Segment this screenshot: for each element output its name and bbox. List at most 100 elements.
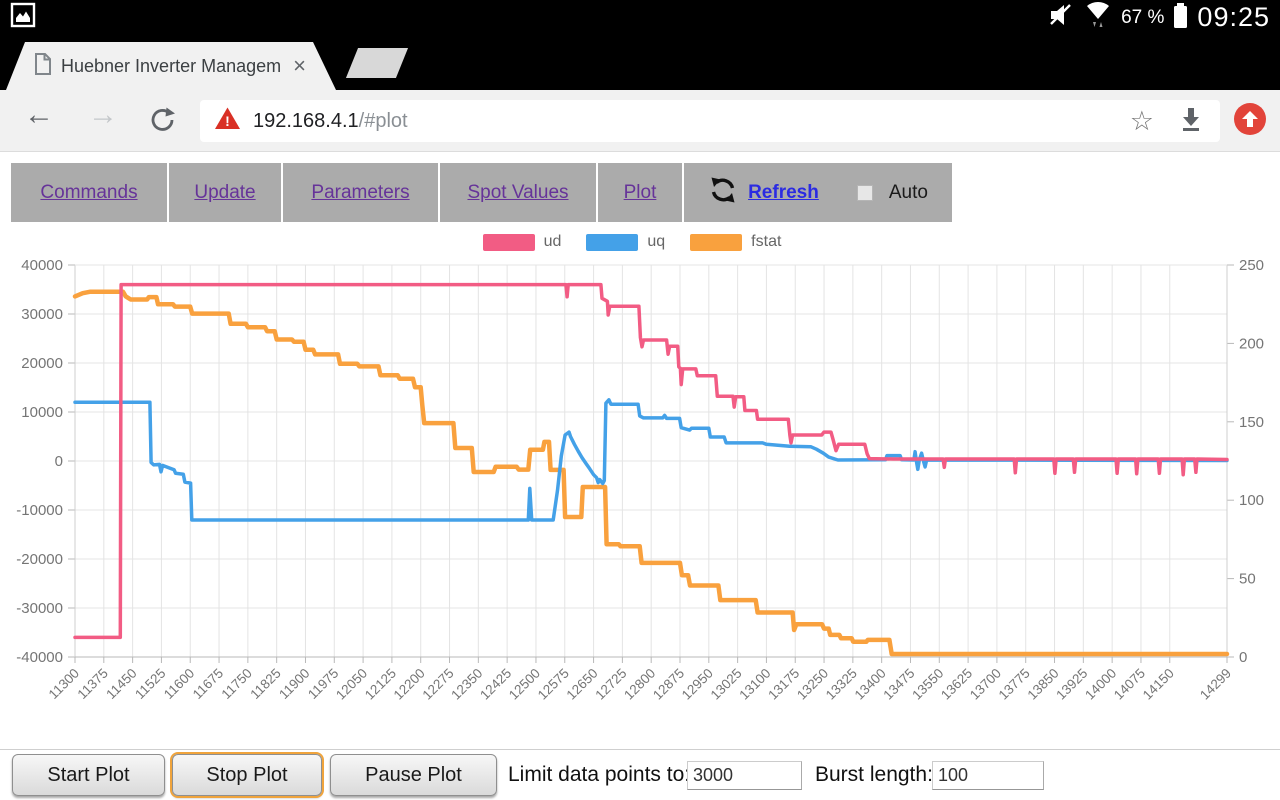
- x-axis-tick-label: 11525: [132, 666, 168, 702]
- battery-icon: [1173, 2, 1188, 33]
- spot-values-link[interactable]: Spot Values: [467, 181, 569, 203]
- nav-item-plot[interactable]: Plot: [598, 163, 682, 222]
- svg-text:!: !: [225, 113, 230, 129]
- x-axis-tick-label: 14150: [1140, 666, 1177, 703]
- right-axis-tick-label: 0: [1239, 649, 1247, 666]
- url-host: 192.168.4.1: [253, 109, 359, 132]
- nav-item-parameters[interactable]: Parameters: [283, 163, 438, 222]
- auto-checkbox[interactable]: [856, 184, 873, 201]
- volume-muted-icon: [1049, 3, 1075, 32]
- x-axis-tick-label: 14000: [1082, 666, 1119, 703]
- start-plot-button[interactable]: Start Plot: [12, 754, 165, 796]
- plot-link[interactable]: Plot: [623, 181, 657, 203]
- x-axis-tick-label: 12200: [391, 666, 428, 703]
- right-axis-tick-label: 100: [1239, 492, 1264, 509]
- stop-plot-button[interactable]: Stop Plot: [172, 754, 322, 796]
- limit-input[interactable]: [687, 761, 802, 790]
- x-axis-tick-label: 11375: [74, 666, 110, 702]
- x-axis-tick-label: 13400: [852, 666, 889, 703]
- nav-refresh-cell: Refresh Auto: [684, 163, 952, 222]
- download-icon[interactable]: [1180, 107, 1202, 136]
- x-axis-tick-label: 13625: [938, 666, 975, 703]
- x-axis-tick-label: 12050: [333, 666, 370, 703]
- left-axis-tick-label: 20000: [21, 355, 63, 372]
- x-axis-tick-label: 11900: [276, 666, 312, 702]
- x-axis-tick-label: 11300: [46, 666, 82, 702]
- x-axis-tick-label: 13025: [708, 666, 745, 703]
- x-axis-tick-label: 11975: [305, 666, 341, 702]
- legend-label-ud: ud: [543, 233, 562, 250]
- x-axis-tick-label: 13775: [996, 666, 1033, 703]
- back-icon[interactable]: ←: [24, 98, 54, 131]
- burst-label: Burst length:: [815, 763, 933, 786]
- update-link[interactable]: Update: [194, 181, 256, 203]
- right-axis-tick-label: 250: [1239, 257, 1264, 274]
- x-axis-tick-label: 11750: [219, 666, 255, 702]
- left-axis-tick-label: -10000: [16, 502, 63, 519]
- burst-input[interactable]: [932, 761, 1044, 790]
- parameters-link[interactable]: Parameters: [311, 181, 410, 203]
- page-icon: [34, 53, 51, 80]
- bookmark-star-icon[interactable]: ☆: [1129, 105, 1154, 136]
- tab-strip: Huebner Inverter Managem ×: [0, 35, 1280, 90]
- left-axis-tick-label: 10000: [21, 404, 63, 421]
- right-axis-tick-label: 150: [1239, 414, 1264, 431]
- nav-item-spot-values[interactable]: Spot Values: [440, 163, 596, 222]
- x-axis-tick-label: 13475: [880, 666, 917, 703]
- x-axis-tick-label: 13250: [794, 666, 831, 703]
- legend-label-fstat: fstat: [751, 233, 782, 250]
- tab-close-icon[interactable]: ×: [293, 53, 306, 78]
- refresh-icon[interactable]: [708, 175, 738, 210]
- series-line-uq: [73, 398, 1229, 522]
- x-axis-tick-label: 13550: [909, 666, 946, 703]
- battery-percent: 67 %: [1121, 6, 1165, 28]
- app-nav-bar: Commands Update Parameters Spot Values P…: [11, 163, 952, 222]
- right-axis-tick-label: 50: [1239, 571, 1256, 588]
- x-axis-tick-label: 12425: [477, 666, 514, 703]
- nav-item-update[interactable]: Update: [169, 163, 281, 222]
- legend-swatch-uq: [586, 233, 639, 251]
- commands-link[interactable]: Commands: [40, 181, 138, 203]
- right-axis-tick-label: 200: [1239, 335, 1264, 352]
- pause-plot-button[interactable]: Pause Plot: [330, 754, 497, 796]
- url-bar[interactable]: ! 192.168.4.1 /#plot ☆: [200, 100, 1220, 142]
- x-axis-tick-label: 12350: [448, 666, 485, 703]
- plot-controls: Start Plot Stop Plot Pause Plot Limit da…: [0, 749, 1280, 800]
- series-line-ud: [73, 282, 1229, 640]
- screenshot-icon: [10, 2, 36, 33]
- x-axis-tick-label: 12575: [535, 666, 572, 703]
- x-axis-tick-label: 13175: [765, 666, 802, 703]
- legend-label-uq: uq: [647, 233, 666, 250]
- clock: 09:25: [1197, 2, 1270, 32]
- x-axis-tick-label: 12800: [621, 666, 658, 703]
- chart-legend: ud uq fstat: [0, 233, 1280, 251]
- limit-label: Limit data points to:: [508, 763, 691, 786]
- new-tab-button[interactable]: [345, 48, 409, 78]
- chart-canvas: 40000 30000 20000 10000 0 -10000 -20000 -30000 -…: [16, 257, 1264, 703]
- legend-swatch-fstat: [690, 233, 743, 251]
- legend-swatch-ud: [482, 233, 535, 251]
- x-axis-tick-label: 11825: [247, 666, 283, 702]
- forward-icon: →: [88, 98, 118, 131]
- browser-update-icon[interactable]: [1234, 103, 1266, 135]
- x-axis-tick-label: 13325: [823, 666, 860, 703]
- browser-tab[interactable]: Huebner Inverter Managem ×: [6, 42, 336, 90]
- left-axis-tick-label: 0: [55, 453, 63, 470]
- left-axis-tick-label: 40000: [21, 257, 63, 274]
- nav-item-commands[interactable]: Commands: [11, 163, 167, 222]
- x-axis-tick-label: 12875: [650, 666, 687, 703]
- left-axis-tick-label: -20000: [16, 551, 63, 568]
- x-axis-tick-label: 14075: [1111, 666, 1148, 703]
- refresh-link[interactable]: Refresh: [748, 181, 819, 203]
- wifi-icon: [1084, 0, 1112, 35]
- x-axis-tick-label: 13100: [736, 666, 773, 703]
- x-axis-tick-label: 12725: [592, 666, 629, 703]
- x-axis-tick-label: 12500: [506, 666, 543, 703]
- status-bar: 67 % 09:25: [0, 0, 1280, 35]
- browser-toolbar: ← → ! 192.168.4.1 /#plot ☆: [0, 90, 1280, 152]
- x-axis-tick-label: 13850: [1024, 666, 1061, 703]
- security-warning-icon[interactable]: !: [214, 106, 241, 136]
- x-axis-tick-label: 13700: [967, 666, 1004, 703]
- reload-icon[interactable]: [148, 105, 178, 140]
